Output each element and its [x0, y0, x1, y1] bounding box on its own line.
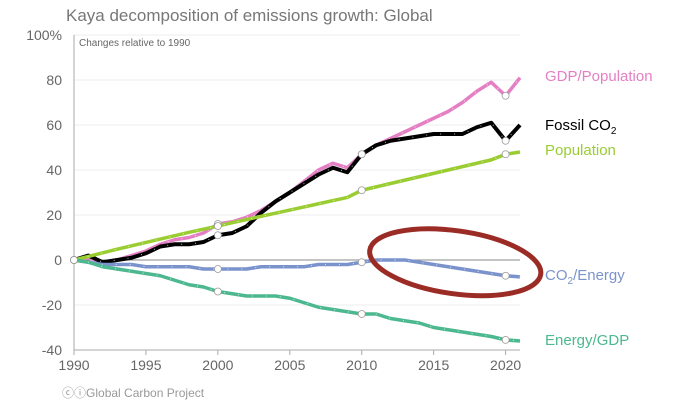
- y-tick-label: 0: [54, 252, 62, 268]
- y-tick-label: 40: [46, 162, 62, 178]
- data-point-marker: [501, 136, 510, 145]
- x-tick-label: 2000: [202, 357, 233, 373]
- data-point-marker: [213, 287, 222, 296]
- series-dash-1: [73, 122, 521, 263]
- data-point-marker: [501, 271, 510, 280]
- y-tick-label: 80: [46, 72, 62, 88]
- chart-title: Kaya decomposition of emissions growth: …: [66, 6, 433, 25]
- credit: ⓒⓘGlobal Carbon Project: [62, 384, 204, 401]
- data-point-marker: [501, 91, 510, 100]
- x-tick-label: 1990: [58, 357, 89, 373]
- legend-fossil-co2: Fossil CO2: [545, 117, 617, 137]
- series-line-1: [73, 120, 522, 265]
- legend-co2-energy: CO2/Energy: [545, 267, 625, 287]
- data-point-marker: [357, 258, 366, 267]
- y-tick-label: 100%: [26, 27, 62, 43]
- data-point-marker: [357, 150, 366, 159]
- legend-gdp-population: GDP/Population: [545, 68, 653, 85]
- credit-text: Global Carbon Project: [86, 386, 205, 400]
- y-tick-label: 20: [46, 207, 62, 223]
- annotation-ellipse: [367, 226, 544, 299]
- y-tick-label: 60: [46, 117, 62, 133]
- series-line-3: [73, 258, 521, 279]
- data-point-marker: [213, 222, 222, 230]
- legend-energy-gdp: Energy/GDP: [545, 332, 630, 349]
- data-point-marker: [501, 335, 510, 344]
- x-tick-label: 1995: [130, 357, 161, 373]
- chart-subtitle: Changes relative to 1990: [79, 38, 191, 49]
- data-point-marker: [213, 265, 222, 273]
- data-point-marker: [357, 186, 366, 195]
- x-tick-label: 2010: [346, 357, 377, 373]
- y-tick-label: -20: [42, 297, 62, 313]
- x-tick-label: 2005: [274, 357, 305, 373]
- cc-icon: ⓒⓘ: [62, 386, 87, 400]
- x-tick-label: 2015: [418, 357, 449, 373]
- y-tick-label: -40: [42, 342, 62, 358]
- legend-population: Population: [545, 142, 616, 159]
- data-point-marker: [501, 150, 510, 159]
- series-line-4: [73, 258, 521, 343]
- series-line-2: [73, 150, 521, 262]
- data-point-marker: [70, 256, 78, 264]
- data-point-marker: [213, 231, 222, 240]
- x-tick-label: 2020: [490, 357, 521, 373]
- data-point-marker: [357, 310, 366, 318]
